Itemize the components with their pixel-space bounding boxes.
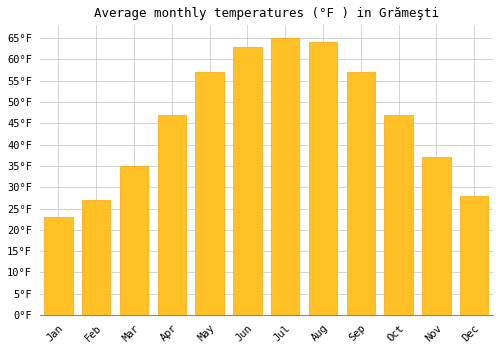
Bar [196,72,224,315]
Bar [271,38,300,315]
Bar [158,115,186,315]
Title: Average monthly temperatures (°F ) in Grămeşti: Average monthly temperatures (°F ) in Gr… [94,7,439,20]
Bar [309,42,337,315]
Bar [422,158,450,315]
Bar [82,200,110,315]
Bar [234,47,262,315]
Bar [44,217,72,315]
Bar [346,72,375,315]
Bar [460,196,488,315]
Bar [384,115,413,315]
Bar [120,166,148,315]
